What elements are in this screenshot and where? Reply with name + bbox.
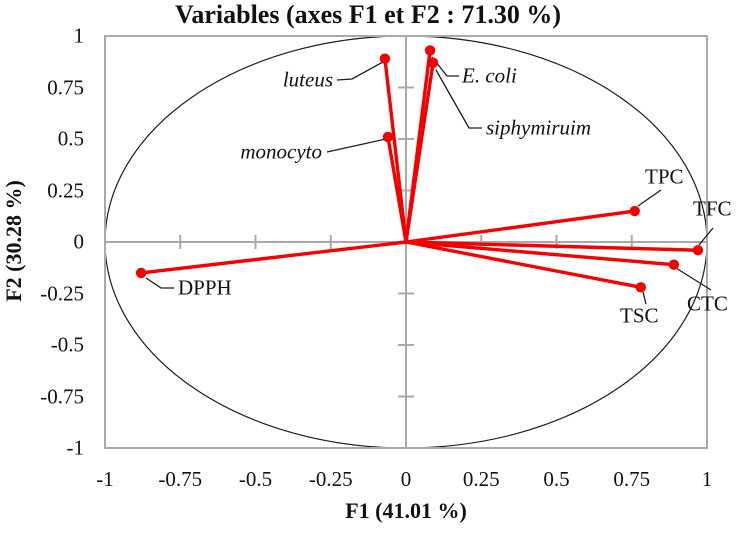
variable-point-tpc <box>629 205 640 217</box>
variable-label-tsc: TSC <box>620 303 659 328</box>
x-tick-label: 0.5 <box>543 467 570 491</box>
variable-vector-ctc <box>404 240 676 267</box>
y-tick-label: 0.25 <box>47 178 84 202</box>
variable-label-monocyto: monocyto <box>240 139 322 164</box>
variable-vector-monocyto <box>386 135 408 244</box>
variable-vector-luteus <box>383 56 408 244</box>
leader-line-dpph <box>145 277 174 289</box>
variable-label-siphymiruim: siphymiruim <box>486 115 591 140</box>
y-tick-label: -0.25 <box>40 281 84 305</box>
y-tick-label: 0 <box>73 229 85 254</box>
leader-line-tpc <box>637 189 662 207</box>
x-tick-label: 1 <box>701 467 713 491</box>
variable-vector-tpc <box>404 209 637 244</box>
y-tick-label: -0.5 <box>50 332 84 357</box>
variable-point-tsc <box>635 282 646 293</box>
x-tick-label: -0.75 <box>158 467 203 491</box>
variable-label-tpc: TPC <box>645 164 684 189</box>
leader-line-ctc <box>675 267 712 291</box>
variable-label-luteus: luteus <box>282 67 333 92</box>
x-tick-label: 0.75 <box>613 467 651 491</box>
variable-label-dpph: DPPH <box>178 275 232 300</box>
y-tick-label: 0.75 <box>47 75 84 99</box>
variable-label-ctc: CTC <box>687 291 728 316</box>
plot-border <box>104 35 708 449</box>
x-tick-label: -0.5 <box>238 467 273 491</box>
variable-label-tfc: TFC <box>693 196 732 221</box>
variable-point-ctc <box>668 259 680 270</box>
x-tick-label: -1 <box>96 467 114 491</box>
variable-point-monocyto <box>382 131 394 143</box>
variable-vector-tsc <box>404 240 643 290</box>
y-tick-label: 1 <box>73 23 85 48</box>
variable-point-siphymiruim <box>427 57 439 68</box>
leader-line-tfc <box>698 227 714 246</box>
y-tick-label: -1 <box>66 435 85 460</box>
y-tick-label: 0.5 <box>57 126 84 151</box>
chart-title: Variables (axes F1 et F2 : 71.30 %) <box>174 0 562 29</box>
x-axis-title: F1 (41.01 %) <box>345 498 467 523</box>
variable-label-e-coli: E. coli <box>462 63 517 88</box>
x-tick-label: -0.25 <box>308 467 353 491</box>
variable-point-tfc <box>692 245 704 256</box>
variable-point-e-coli <box>424 45 436 56</box>
leader-line-tsc <box>642 291 647 305</box>
y-tick-label: -0.75 <box>40 384 84 408</box>
leader-line-luteus <box>336 61 384 81</box>
x-tick-label: 0.25 <box>462 467 500 491</box>
leader-line-siphymiruim <box>435 69 482 129</box>
leader-line-monocyto <box>326 138 387 153</box>
variable-vector-siphymiruim <box>404 61 435 244</box>
variable-point-luteus <box>379 53 391 64</box>
variable-point-dpph <box>135 267 147 279</box>
variable-vector-dpph <box>139 240 408 275</box>
x-tick-label: 0 <box>400 467 412 491</box>
variable-vector-tfc <box>404 240 700 252</box>
